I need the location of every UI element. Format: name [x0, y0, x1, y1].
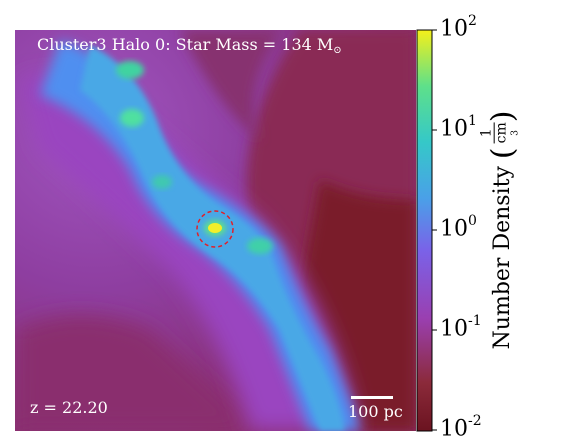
density-image: [15, 30, 416, 431]
colorbar-tick-label: 10-1: [440, 313, 482, 342]
colorbar-tick-label: 102: [440, 13, 477, 42]
colorbar-label: Number Density (1 cm 3): [478, 110, 521, 350]
colorbar-tick-label: 10-2: [440, 413, 482, 442]
colorbar-tick-label: 101: [440, 113, 477, 142]
colorbar-tick-label: 100: [440, 213, 477, 242]
scale-bar: [351, 396, 393, 399]
redshift-label: z = 22.20: [30, 398, 108, 417]
scale-bar-label: 100 pc: [348, 402, 403, 421]
plot-title: Cluster3 Halo 0: Star Mass = 134 M⊙: [37, 35, 342, 56]
colorbar: [416, 29, 437, 432]
halo-marker-circle: [196, 210, 234, 248]
